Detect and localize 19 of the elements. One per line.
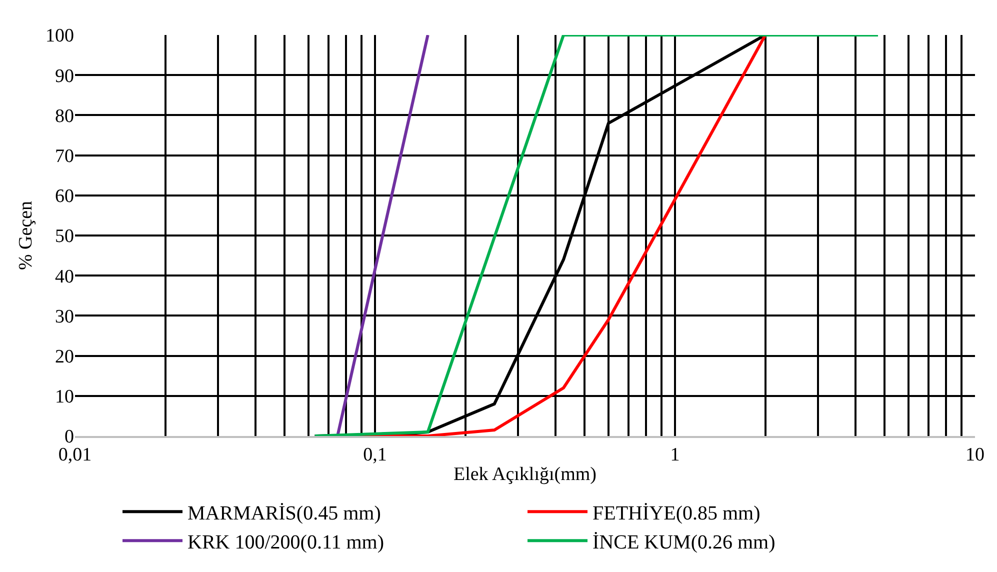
y-tick-label: 100 <box>46 26 74 47</box>
y-tick-label: 10 <box>55 386 74 408</box>
x-tick-label: 10 <box>966 444 984 466</box>
y-tick-label: 40 <box>55 266 74 288</box>
y-tick-label: 20 <box>55 346 74 368</box>
y-tick-label: 90 <box>55 66 74 87</box>
y-tick-label: 80 <box>55 106 74 127</box>
y-tick-label: 60 <box>55 186 74 208</box>
x-tick-label: 1 <box>670 444 680 466</box>
legend-label: MARMARİS(0.45 mm) <box>188 502 381 524</box>
y-tick-label: 30 <box>55 306 74 328</box>
y-tick-label: 70 <box>55 146 74 167</box>
y-tick-label: 50 <box>55 226 74 248</box>
legend-label: İNCE KUM(0.26 mm) <box>592 531 776 554</box>
y-axis-title: % Geçen <box>15 200 36 270</box>
legend-label: KRK 100/200(0.11 mm) <box>188 531 384 554</box>
x-axis-title: Elek Açıklığı(mm) <box>453 464 597 485</box>
legend-label: FETHİYE(0.85 mm) <box>592 502 760 524</box>
x-tick-label: 0,1 <box>363 444 387 466</box>
